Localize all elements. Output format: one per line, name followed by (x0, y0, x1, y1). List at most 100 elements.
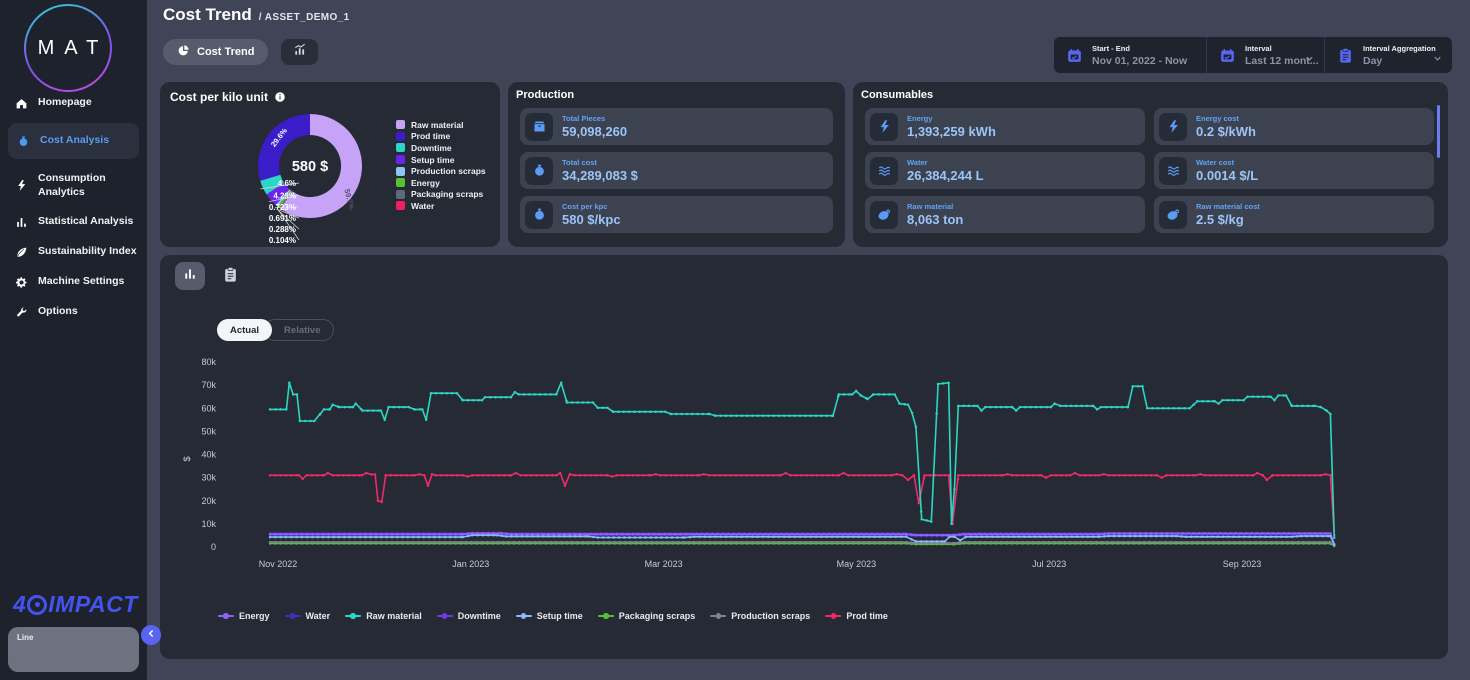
series-points-packaging-scraps (268, 542, 1336, 548)
legend-marker (345, 612, 362, 620)
stat-value: 8,063 ton (907, 212, 964, 228)
legend-label: Energy (411, 177, 440, 188)
trend-legend: Energy Water Raw material Downtime Setup tim… (218, 611, 888, 621)
breadcrumb: / ASSET_DEMO_1 (258, 12, 350, 23)
y-tick-label: 10k (201, 519, 216, 529)
donut-legend-item-packaging-scraps[interactable]: Packaging scraps (396, 189, 486, 201)
legend-label: Prod time (411, 131, 451, 142)
consumables-scrollbar[interactable] (1437, 105, 1440, 158)
x-tick-label: Nov 2022 (259, 559, 298, 569)
sidebar-item-label: Machine Settings (38, 275, 125, 288)
cost-trend-button[interactable]: Cost Trend (163, 39, 269, 65)
donut-legend-item-setup-time[interactable]: Setup time (396, 154, 486, 166)
table-view-button[interactable] (222, 266, 242, 286)
tab-actual[interactable]: Actual (217, 319, 273, 341)
legend-label: Setup time (536, 611, 583, 621)
money-bag-icon (525, 200, 553, 229)
sidebar-item-cost-analysis[interactable]: Cost Analysis (8, 123, 139, 159)
legend-marker (825, 612, 842, 620)
bar-chart-icon (183, 267, 197, 286)
stat-tile-cost-per-kpc: Cost per kpc 580 $/kpc (520, 196, 833, 233)
donut-legend-item-raw-material[interactable]: Raw material (396, 119, 486, 131)
series-line-prod-time[interactable] (270, 472, 1336, 536)
series-points-production-scraps (268, 540, 1336, 547)
sidebar-item-options[interactable]: Options (0, 297, 147, 327)
statistics-view-button[interactable] (281, 39, 319, 65)
donut-slice-packaging-scraps[interactable] (279, 191, 293, 209)
sidebar-item-homepage[interactable]: Homepage (0, 88, 147, 118)
stat-label: Raw material (907, 201, 954, 211)
series-line-raw-material[interactable] (270, 382, 1336, 538)
line-selector[interactable]: Line (8, 627, 139, 672)
donut-pct-label: 4.29% (273, 192, 296, 201)
x-tick-label: Sep 2023 (1223, 559, 1262, 569)
donut-legend-item-production-scraps[interactable]: Production scraps (396, 165, 486, 177)
donut-slice-downtime[interactable] (260, 174, 284, 195)
sidebar-item-consumption-analytics[interactable]: Consumption Analytics (0, 164, 147, 207)
water-icon (1159, 156, 1187, 185)
donut-legend-item-water[interactable]: Water (396, 200, 486, 212)
filter-interval[interactable]: Interval Last 12 mont... (1206, 37, 1324, 73)
donut-legend-item-energy[interactable]: Energy (396, 177, 486, 189)
stat-value: 0.0014 $/L (1196, 168, 1259, 184)
header-buttons: Cost Trend (163, 39, 319, 65)
donut-leader-line (268, 195, 300, 203)
sidebar-item-statistical-analysis[interactable]: Statistical Analysis (0, 207, 147, 237)
stat-value: 59,098,260 (562, 124, 628, 140)
gear-icon (14, 275, 28, 289)
stat-tile-energy: Energy 1,393,259 kWh (865, 108, 1145, 145)
trend-legend-item-production-scraps[interactable]: Production scraps (710, 611, 810, 621)
sidebar-collapse-button[interactable] (141, 625, 161, 645)
trend-legend-item-prod-time[interactable]: Prod time (825, 611, 888, 621)
money-bag-icon (16, 134, 30, 148)
donut-slice-setup-time[interactable] (266, 182, 290, 205)
series-line-setup-time[interactable] (270, 534, 1336, 546)
material-icon (1159, 200, 1187, 229)
line-selector-label: Line (17, 633, 34, 642)
donut-legend-item-prod-time[interactable]: Prod time (396, 131, 486, 143)
legend-swatch (396, 189, 405, 199)
sidebar-item-sustainability-index[interactable]: Sustainability Index (0, 237, 147, 267)
trend-legend-item-setup-time[interactable]: Setup time (515, 611, 583, 621)
trend-legend-item-packaging-scraps[interactable]: Packaging scraps (597, 611, 695, 621)
x-tick-label: May 2023 (837, 559, 877, 569)
consumables-card: Consumables Energy 1,393,259 kWh Energy co… (853, 82, 1448, 247)
stat-value: 26,384,244 L (907, 168, 984, 184)
stat-tile-energy-cost: Energy cost 0.2 $/kWh (1154, 108, 1434, 145)
chart-view-button[interactable] (175, 262, 205, 290)
chevron-down-icon (1304, 51, 1315, 62)
trend-legend-item-energy[interactable]: Energy (218, 611, 270, 621)
donut-slice-energy[interactable] (277, 190, 292, 208)
donut-slice-water[interactable] (280, 191, 293, 209)
stat-label: Energy (907, 113, 933, 123)
donut-pct-label: 4.6% (278, 179, 296, 188)
info-icon[interactable] (274, 91, 286, 103)
trend-legend-item-downtime[interactable]: Downtime (436, 611, 501, 621)
donut-slice-production-scraps[interactable] (275, 189, 291, 207)
filter-interval-aggregation[interactable]: Interval Aggregation Day (1324, 37, 1452, 73)
cost-per-kilo-card: Cost per kilo unit 580 $59.7% 29.6% 4.6% 4.… (160, 82, 500, 247)
trend-legend-item-raw-material[interactable]: Raw material (345, 611, 422, 621)
trend-line-chart[interactable]: 0 10k 20k 30k 40k 50k 60k 70k 80k $ Nov 2022 Jan 20… (160, 255, 1448, 659)
money-bag-icon (525, 156, 553, 185)
donut-pct-label: 0.288% (269, 225, 296, 234)
cost-donut-chart[interactable]: 580 $59.7%29.6%4.6%4.29%0.723%0.691%0.28… (160, 82, 500, 247)
stat-tile-water-cost: Water cost 0.0014 $/L (1154, 152, 1434, 189)
wrench-icon (14, 305, 28, 319)
legend-label: Prod time (846, 611, 888, 621)
donut-slice-raw-material[interactable] (280, 114, 363, 218)
sidebar-nav: Homepage Cost Analysis Consumption Analyti… (0, 88, 147, 327)
donut-leader-line (260, 182, 300, 190)
legend-label: Production scraps (731, 611, 811, 621)
donut-leader-line (276, 208, 300, 219)
production-tiles: Total Pieces 59,098,260 Total cost 34,289,0… (520, 108, 833, 233)
trend-legend-item-water[interactable]: Water (284, 611, 330, 621)
stat-value: 2.5 $/kg (1196, 212, 1244, 228)
donut-legend-item-downtime[interactable]: Downtime (396, 142, 486, 154)
brand-zero-glyph (27, 594, 48, 615)
legend-label: Raw material (411, 119, 464, 130)
sidebar-item-machine-settings[interactable]: Machine Settings (0, 267, 147, 297)
filter-start-end[interactable]: Start - End Nov 01, 2022 - Now (1054, 37, 1206, 73)
stat-tile-total-cost: Total cost 34,289,083 $ (520, 152, 833, 189)
donut-slice-prod-time[interactable] (258, 114, 310, 181)
